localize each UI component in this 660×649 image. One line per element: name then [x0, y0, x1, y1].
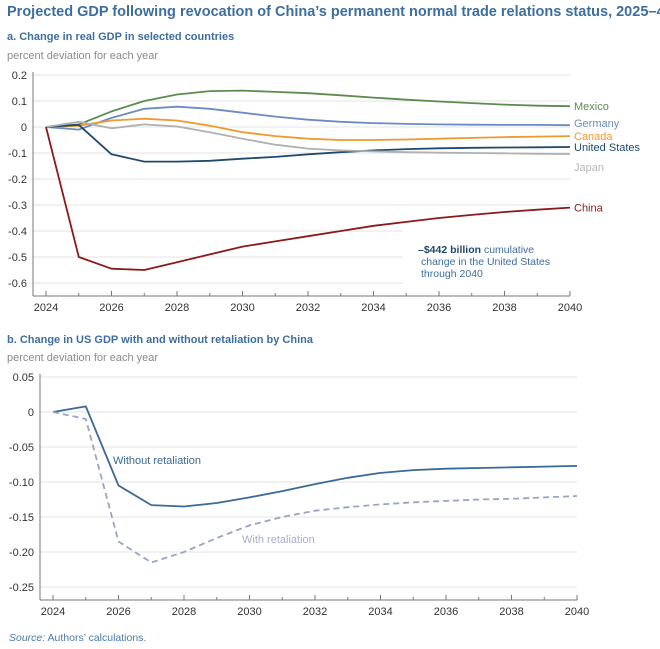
series-label-germany: Germany [574, 118, 620, 130]
x-tick-label: 2026 [99, 302, 123, 314]
annotation-text: cumulative [481, 244, 534, 256]
y-tick-label: -0.5 [8, 252, 27, 264]
series-label-japan: Japan [574, 162, 604, 174]
series-line-canada [45, 117, 571, 141]
source-note: Source: Authors’ calculations. [9, 632, 146, 644]
x-tick-label: 2038 [499, 606, 523, 618]
panel-a-unit-label: percent deviation for each year [7, 50, 159, 62]
y-tick-label: 0.2 [12, 70, 27, 82]
y-tick-label: -0.15 [9, 512, 34, 524]
source-text: Authors’ calculations. [45, 632, 147, 644]
annotation-line-2: change in the United States [421, 256, 550, 268]
series-line-china [45, 126, 571, 271]
y-tick-label: -0.6 [8, 278, 27, 290]
y-tick-label: -0.25 [9, 582, 34, 594]
series-label-united-states: United States [574, 142, 641, 154]
y-tick-label: -0.05 [9, 442, 34, 454]
panel-b-chart: 0.05 0 -0.05 -0.10 -0.15 -0.20 -0.25 2024 2026 20… [9, 372, 589, 618]
x-tick-label: 2024 [34, 302, 58, 314]
x-tick-label: 2028 [165, 302, 189, 314]
series-label-canada: Canada [574, 131, 613, 143]
x-tick-label: 2030 [237, 606, 261, 618]
annotation-line-3: through 2040 [421, 268, 483, 280]
x-tick-label: 2032 [303, 606, 327, 618]
series-line-mexico [45, 89, 571, 128]
x-tick-label: 2032 [296, 302, 320, 314]
x-tick-label: 2028 [172, 606, 196, 618]
series-label-with-retaliation: With retaliation [242, 534, 315, 546]
series-line-japan [45, 120, 571, 155]
series-line-united-states [45, 124, 571, 163]
y-tick-label: 0 [21, 122, 27, 134]
annotation-value: –$442 billion [418, 244, 481, 256]
y-tick-label: -0.1 [8, 148, 27, 160]
panel-a-title: a. Change in real GDP in selected countr… [7, 31, 235, 43]
series-line-without-retaliation [52, 405, 578, 508]
series-line-with-retaliation [52, 411, 578, 564]
y-tick-label: -0.10 [9, 477, 34, 489]
y-tick-label: 0 [28, 407, 34, 419]
annotation-line-1: –$442 billion cumulative [418, 244, 534, 256]
y-tick-label: 0.1 [12, 96, 27, 108]
x-tick-label: 2038 [492, 302, 516, 314]
series-label-without-retaliation: Without retaliation [113, 455, 201, 467]
panel-a-chart: 0.2 0.1 0 -0.1 -0.2 -0.3 -0.4 -0.5 -0.6 2024 2026 2… [8, 70, 641, 314]
series-label-mexico: Mexico [574, 101, 609, 113]
y-tick-label: 0.05 [13, 372, 34, 384]
x-tick-label: 2024 [41, 606, 65, 618]
x-tick-label: 2040 [558, 302, 582, 314]
panel-b-unit-label: percent deviation for each year [7, 352, 159, 364]
series-line-germany [45, 105, 571, 131]
y-tick-label: -0.4 [8, 226, 27, 238]
figure-title: Projected GDP following revocation of Ch… [7, 4, 660, 20]
x-tick-label: 2030 [230, 302, 254, 314]
series-label-china: China [574, 203, 604, 215]
x-tick-label: 2034 [361, 302, 385, 314]
y-tick-label: -0.2 [8, 174, 27, 186]
y-tick-label: -0.3 [8, 200, 27, 212]
x-tick-label: 2036 [434, 606, 458, 618]
source-label: Source: [9, 632, 46, 644]
y-tick-label: -0.20 [9, 547, 34, 559]
x-tick-label: 2040 [565, 606, 589, 618]
x-tick-label: 2036 [427, 302, 451, 314]
panel-b-title: b. Change in US GDP with and without ret… [7, 334, 313, 346]
x-tick-label: 2034 [368, 606, 392, 618]
x-tick-label: 2026 [106, 606, 130, 618]
